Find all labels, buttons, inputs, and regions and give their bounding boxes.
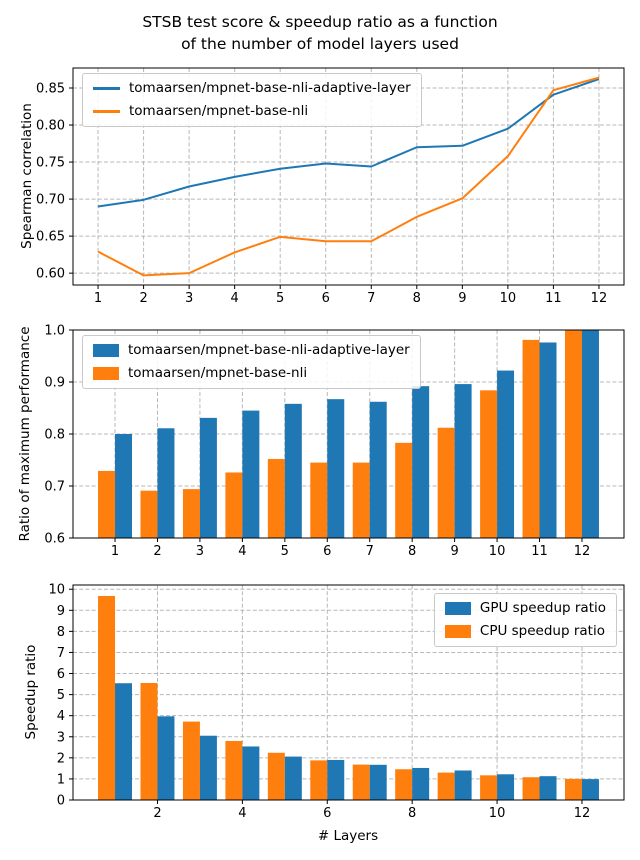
legend-label: tomaarsen/mpnet-base-nli-adaptive-layer bbox=[129, 80, 411, 96]
svg-text:4: 4 bbox=[238, 806, 246, 821]
svg-text:0.65: 0.65 bbox=[36, 230, 65, 245]
svg-text:8: 8 bbox=[57, 625, 65, 640]
bar-swatch-base-nli bbox=[93, 366, 119, 380]
svg-text:2: 2 bbox=[57, 751, 65, 766]
svg-text:2: 2 bbox=[139, 291, 147, 306]
svg-text:9: 9 bbox=[57, 604, 65, 619]
svg-text:3: 3 bbox=[196, 544, 204, 559]
x-axis-label-layers: # Layers bbox=[317, 828, 379, 844]
legend-entry: CPU speedup ratio bbox=[444, 622, 606, 640]
svg-text:0.75: 0.75 bbox=[36, 156, 65, 171]
svg-text:0.80: 0.80 bbox=[36, 119, 65, 134]
y-axis-label-speedup-ratio: Speedup ratio bbox=[23, 644, 39, 740]
svg-text:12: 12 bbox=[574, 806, 591, 821]
svg-text:0.85: 0.85 bbox=[36, 81, 65, 96]
svg-text:6: 6 bbox=[323, 544, 331, 559]
svg-text:7: 7 bbox=[367, 291, 375, 306]
svg-text:5: 5 bbox=[57, 688, 65, 703]
svg-text:0.70: 0.70 bbox=[36, 193, 65, 208]
y-axis-label-ratio-max-performance: Ratio of maximum performance bbox=[17, 326, 33, 542]
legend-label: tomaarsen/mpnet-base-nli bbox=[128, 364, 308, 381]
svg-text:8: 8 bbox=[413, 291, 421, 306]
svg-text:2: 2 bbox=[153, 806, 161, 821]
legend-label: tomaarsen/mpnet-base-nli bbox=[129, 102, 309, 119]
svg-text:1: 1 bbox=[111, 544, 119, 559]
svg-text:0.9: 0.9 bbox=[44, 376, 65, 391]
legend-label: tomaarsen/mpnet-base-nli-adaptive-layer bbox=[128, 342, 410, 358]
svg-text:1: 1 bbox=[94, 291, 102, 306]
svg-text:2: 2 bbox=[153, 544, 161, 559]
legend-entry: tomaarsen/mpnet-base-nli-adaptive-layer bbox=[93, 80, 411, 97]
svg-text:12: 12 bbox=[591, 291, 608, 306]
svg-text:0.60: 0.60 bbox=[36, 267, 65, 282]
svg-text:0.8: 0.8 bbox=[44, 428, 65, 443]
svg-text:5: 5 bbox=[281, 544, 289, 559]
svg-text:3: 3 bbox=[57, 730, 65, 745]
svg-text:9: 9 bbox=[450, 544, 458, 559]
svg-text:3: 3 bbox=[185, 291, 193, 306]
svg-text:6: 6 bbox=[323, 806, 331, 821]
line-swatch-adaptive-layer bbox=[93, 86, 120, 90]
bar-swatch-adaptive-layer bbox=[93, 343, 119, 357]
svg-text:4: 4 bbox=[238, 544, 246, 559]
svg-text:11: 11 bbox=[531, 544, 548, 559]
svg-text:12: 12 bbox=[574, 544, 591, 559]
svg-text:10: 10 bbox=[489, 544, 506, 559]
svg-text:5: 5 bbox=[276, 291, 284, 306]
svg-text:9: 9 bbox=[458, 291, 466, 306]
svg-text:6: 6 bbox=[322, 291, 330, 306]
legend-label: GPU speedup ratio bbox=[479, 600, 606, 616]
legend-entry: tomaarsen/mpnet-base-nli-adaptive-layer bbox=[93, 342, 410, 359]
legend-entry: tomaarsen/mpnet-base-nli bbox=[93, 365, 410, 382]
svg-text:7: 7 bbox=[366, 544, 374, 559]
svg-text:4: 4 bbox=[57, 709, 65, 724]
svg-text:0: 0 bbox=[57, 794, 65, 809]
svg-text:1: 1 bbox=[57, 772, 65, 787]
svg-text:1.0: 1.0 bbox=[44, 324, 65, 339]
legend-label: CPU speedup ratio bbox=[479, 622, 605, 639]
svg-text:0.7: 0.7 bbox=[44, 480, 65, 495]
svg-text:11: 11 bbox=[545, 291, 562, 306]
legend-entry: GPU speedup ratio bbox=[444, 600, 606, 617]
legend-spearman-chart: tomaarsen/mpnet-base-nli-adaptive-layer … bbox=[82, 73, 422, 127]
svg-text:4: 4 bbox=[231, 291, 239, 306]
legend-ratio-chart: tomaarsen/mpnet-base-nli-adaptive-layer … bbox=[82, 335, 421, 389]
line-swatch-base-nli bbox=[93, 109, 120, 113]
svg-text:8: 8 bbox=[408, 544, 416, 559]
svg-text:10: 10 bbox=[489, 806, 506, 821]
y-axis-label-spearman-correlation: Spearman correlation bbox=[19, 103, 35, 249]
bar-swatch-gpu-speedup bbox=[444, 601, 471, 615]
svg-text:7: 7 bbox=[57, 646, 65, 661]
legend-entry: tomaarsen/mpnet-base-nli bbox=[93, 103, 411, 120]
chart-title: STSB test score & speedup ratio as a fun… bbox=[142, 13, 498, 53]
legend-speedup-chart: GPU speedup ratio CPU speedup ratio bbox=[433, 593, 617, 647]
svg-text:0.6: 0.6 bbox=[44, 532, 65, 547]
svg-text:10: 10 bbox=[500, 291, 517, 306]
svg-text:8: 8 bbox=[408, 806, 416, 821]
svg-text:6: 6 bbox=[57, 667, 65, 682]
svg-text:10: 10 bbox=[48, 583, 65, 598]
bar-swatch-cpu-speedup bbox=[444, 624, 471, 638]
